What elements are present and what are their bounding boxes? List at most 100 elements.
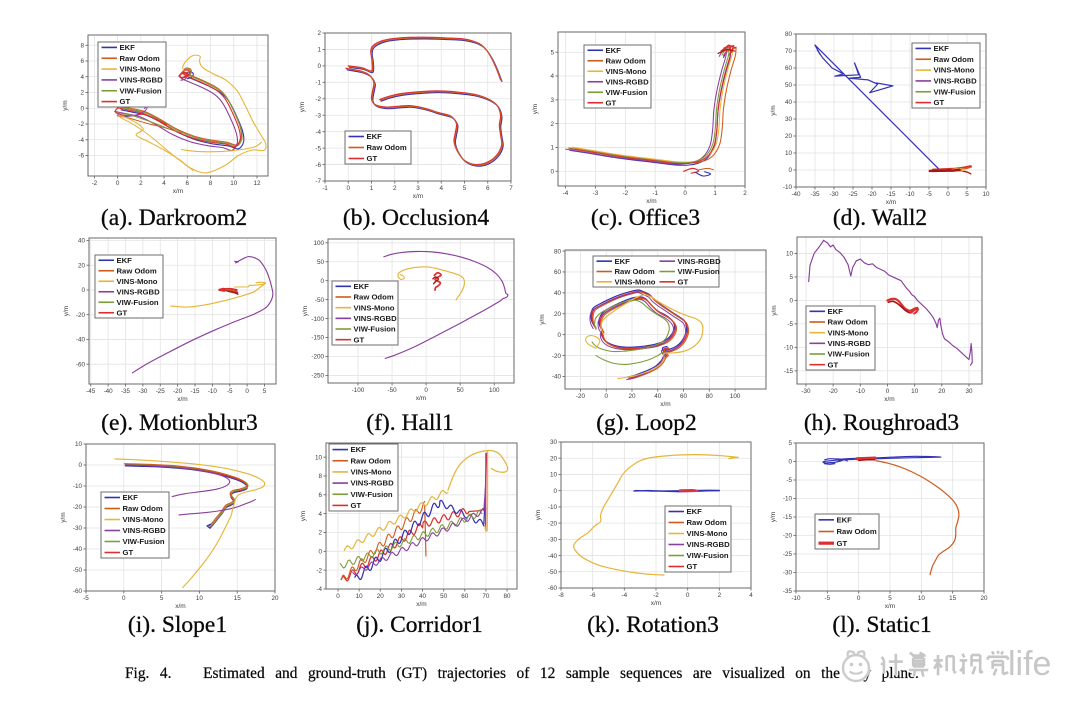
svg-text:VIW-Fusion: VIW-Fusion <box>828 350 870 359</box>
svg-text:10: 10 <box>918 595 926 602</box>
svg-text:0: 0 <box>116 180 120 187</box>
svg-text:8: 8 <box>318 473 322 480</box>
svg-text:30: 30 <box>965 388 973 395</box>
svg-text:-4: -4 <box>315 129 321 136</box>
svg-text:40: 40 <box>78 238 86 245</box>
svg-text:Raw Odom: Raw Odom <box>934 55 974 64</box>
svg-text:Raw Odom: Raw Odom <box>615 267 655 276</box>
svg-text:Raw Odom: Raw Odom <box>367 143 407 152</box>
svg-text:VINS-Mono: VINS-Mono <box>687 529 728 538</box>
svg-text:-1: -1 <box>315 80 321 87</box>
svg-text:-60: -60 <box>548 585 558 592</box>
svg-text:Raw Odom: Raw Odom <box>606 56 646 65</box>
svg-text:0: 0 <box>122 595 126 602</box>
svg-text:VINS-RGBD: VINS-RGBD <box>606 77 650 86</box>
svg-text:20: 20 <box>78 262 86 269</box>
svg-text:VIW-Fusion: VIW-Fusion <box>606 88 648 97</box>
svg-text:1: 1 <box>550 145 554 152</box>
svg-text:-3: -3 <box>315 112 321 119</box>
svg-text:2: 2 <box>318 530 322 537</box>
svg-text:Raw Odom: Raw Odom <box>687 518 727 527</box>
svg-text:-40: -40 <box>548 553 558 560</box>
svg-text:GT: GT <box>606 98 617 107</box>
svg-text:0: 0 <box>788 167 792 174</box>
svg-text:-35: -35 <box>121 388 131 395</box>
svg-text:-20: -20 <box>552 353 562 360</box>
svg-text:-50: -50 <box>387 387 397 394</box>
svg-text:x/m: x/m <box>173 188 183 195</box>
svg-text:VINS-RGBD: VINS-RGBD <box>120 76 164 85</box>
svg-text:1: 1 <box>370 185 374 192</box>
svg-text:GT: GT <box>117 308 128 317</box>
svg-text:VINS-Mono: VINS-Mono <box>351 468 392 477</box>
svg-text:EKF: EKF <box>828 307 844 316</box>
svg-text:-50: -50 <box>548 569 558 576</box>
svg-text:20: 20 <box>550 455 558 462</box>
svg-text:-10: -10 <box>548 504 558 511</box>
svg-text:-150: -150 <box>311 335 324 342</box>
svg-text:VIW-Fusion: VIW-Fusion <box>117 298 159 307</box>
svg-text:-10: -10 <box>208 388 218 395</box>
svg-text:GT: GT <box>678 277 689 286</box>
svg-text:-5: -5 <box>787 321 793 328</box>
svg-text:0: 0 <box>80 105 84 112</box>
svg-text:2: 2 <box>550 121 554 128</box>
svg-text:10: 10 <box>550 472 558 479</box>
svg-text:EKF: EKF <box>687 507 703 516</box>
svg-text:6: 6 <box>186 180 190 187</box>
svg-text:30: 30 <box>550 439 558 446</box>
svg-text:-2: -2 <box>315 96 321 103</box>
svg-text:10: 10 <box>75 441 83 448</box>
svg-text:0: 0 <box>550 168 554 175</box>
svg-text:VINS-RGBD: VINS-RGBD <box>123 526 167 535</box>
svg-text:20: 20 <box>377 593 385 600</box>
svg-text:20: 20 <box>271 595 279 602</box>
svg-text:2: 2 <box>80 90 84 97</box>
svg-text:80: 80 <box>554 248 562 255</box>
svg-text:-250: -250 <box>311 373 324 380</box>
svg-text:0: 0 <box>686 592 690 599</box>
svg-text:-15: -15 <box>886 191 896 198</box>
svg-text:VINS-Mono: VINS-Mono <box>615 277 656 286</box>
svg-text:Raw Odom: Raw Odom <box>351 456 391 465</box>
svg-text:6: 6 <box>318 492 322 499</box>
svg-text:2: 2 <box>317 30 321 37</box>
svg-text:4: 4 <box>162 180 166 187</box>
svg-text:2: 2 <box>718 592 722 599</box>
svg-text:x/m: x/m <box>416 395 426 402</box>
svg-text:5: 5 <box>463 185 467 192</box>
svg-text:8: 8 <box>80 42 84 49</box>
svg-text:GT: GT <box>837 539 848 548</box>
svg-text:20: 20 <box>980 595 988 602</box>
svg-text:10: 10 <box>786 251 794 258</box>
svg-text:y/m: y/m <box>770 105 777 115</box>
svg-text:-15: -15 <box>783 514 793 521</box>
svg-text:0: 0 <box>317 63 321 70</box>
svg-text:VIW-Fusion: VIW-Fusion <box>123 537 165 546</box>
svg-text:40: 40 <box>654 393 662 400</box>
svg-text:-10: -10 <box>73 483 83 490</box>
svg-text:Raw Odom: Raw Odom <box>828 318 868 327</box>
svg-text:VINS-Mono: VINS-Mono <box>354 303 395 312</box>
svg-text:4: 4 <box>318 511 322 518</box>
svg-text:7: 7 <box>509 185 513 192</box>
svg-text:-60: -60 <box>76 361 86 368</box>
svg-text:5: 5 <box>550 49 554 56</box>
svg-text:3: 3 <box>416 185 420 192</box>
svg-text:y/m: y/m <box>771 305 778 315</box>
svg-text:GT: GT <box>934 98 945 107</box>
svg-text:-200: -200 <box>311 354 324 361</box>
svg-text:VIW-Fusion: VIW-Fusion <box>354 325 396 334</box>
svg-text:5: 5 <box>789 274 793 281</box>
svg-text:x/m: x/m <box>175 603 185 610</box>
svg-text:-2: -2 <box>653 592 659 599</box>
svg-text:0: 0 <box>946 191 950 198</box>
svg-text:50: 50 <box>457 387 465 394</box>
svg-text:10: 10 <box>911 388 919 395</box>
svg-text:GT: GT <box>828 360 839 369</box>
svg-text:4: 4 <box>550 73 554 80</box>
svg-text:x/m: x/m <box>413 193 423 200</box>
svg-text:VINS-Mono: VINS-Mono <box>934 66 975 75</box>
svg-text:x/m: x/m <box>885 603 895 610</box>
svg-text:0: 0 <box>245 388 249 395</box>
